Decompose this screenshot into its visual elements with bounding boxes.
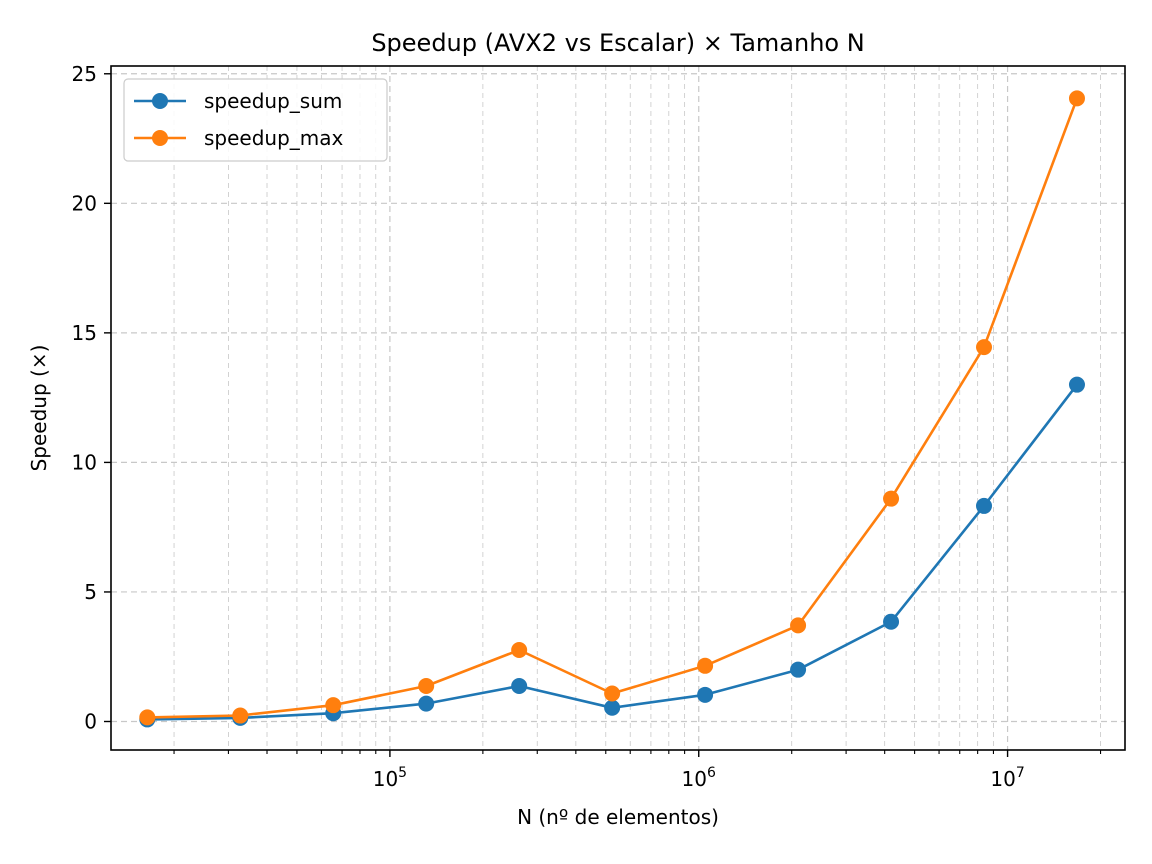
data-point-speedup-max	[976, 339, 993, 356]
legend-marker-speedup-max	[152, 130, 168, 146]
data-point-speedup-max	[697, 657, 714, 674]
x-tick-label: 107	[990, 765, 1024, 791]
legend-label-speedup-max: speedup_max	[204, 126, 344, 150]
grid-lines	[111, 66, 1125, 750]
x-tick-label: 105	[373, 765, 407, 791]
axis-ticks: 105 106 107 0 5 10 15 20 25	[72, 62, 1102, 791]
x-tick-label: 106	[682, 765, 716, 791]
y-tick-label: 15	[72, 321, 97, 345]
y-axis-label: Speedup (×)	[27, 345, 51, 472]
data-point-speedup-max	[418, 678, 435, 695]
legend-box	[123, 78, 388, 162]
data-point-speedup-sum	[511, 678, 528, 695]
data-point-speedup-sum	[697, 686, 714, 703]
y-tick-label: 5	[84, 580, 97, 604]
data-point-speedup-sum	[976, 497, 993, 514]
y-tick-label: 10	[72, 450, 97, 474]
data-point-speedup-max	[325, 697, 342, 714]
data-point-speedup-max	[232, 707, 249, 724]
data-point-speedup-max	[604, 685, 621, 702]
data-point-speedup-sum	[418, 695, 435, 712]
data-point-speedup-max	[139, 709, 156, 726]
plot-frame	[110, 65, 1126, 751]
data-point-speedup-sum	[883, 613, 900, 630]
data-point-speedup-max	[511, 641, 528, 658]
legend: speedup_sum speedup_max	[123, 78, 388, 162]
data-point-speedup-max	[1068, 90, 1085, 107]
data-point-speedup-sum	[790, 661, 807, 678]
series-layer	[139, 90, 1085, 728]
data-point-speedup-sum	[1068, 376, 1085, 393]
y-tick-label: 25	[72, 62, 97, 86]
data-point-speedup-max	[790, 617, 807, 634]
data-point-speedup-sum	[604, 699, 621, 716]
y-tick-label: 20	[72, 191, 97, 215]
x-axis-label: N (nº de elementos)	[517, 805, 719, 829]
legend-marker-speedup-sum	[152, 93, 168, 109]
legend-label-speedup-sum: speedup_sum	[204, 89, 342, 113]
y-tick-label: 0	[84, 710, 97, 734]
chart-title: Speedup (AVX2 vs Escalar) × Tamanho N	[371, 29, 864, 57]
data-point-speedup-max	[883, 490, 900, 507]
